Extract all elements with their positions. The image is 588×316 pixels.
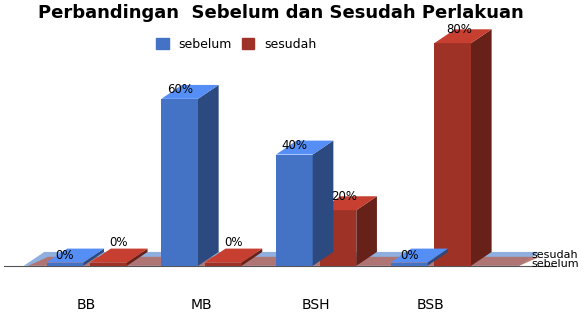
Polygon shape — [313, 141, 333, 266]
Bar — [435, 43, 471, 266]
Polygon shape — [320, 196, 377, 210]
Text: 80%: 80% — [446, 23, 472, 36]
Bar — [46, 263, 83, 266]
Title: Perbandingan  Sebelum dan Sesudah Perlakuan: Perbandingan Sebelum dan Sesudah Perlaku… — [38, 4, 523, 22]
Text: 0%: 0% — [56, 249, 74, 262]
Bar — [276, 155, 313, 266]
Polygon shape — [28, 257, 540, 266]
Bar — [161, 99, 198, 266]
Polygon shape — [46, 249, 104, 263]
Polygon shape — [427, 249, 448, 266]
Text: 0%: 0% — [109, 236, 128, 249]
Text: 0%: 0% — [224, 236, 243, 249]
Text: 40%: 40% — [281, 139, 308, 152]
Bar — [90, 263, 127, 266]
Polygon shape — [83, 249, 104, 266]
Text: 20%: 20% — [331, 190, 357, 203]
Text: sesudah: sesudah — [532, 250, 579, 260]
Polygon shape — [161, 85, 219, 99]
Bar — [390, 263, 427, 266]
Polygon shape — [198, 85, 219, 266]
Polygon shape — [471, 29, 492, 266]
Polygon shape — [90, 249, 148, 263]
Polygon shape — [390, 249, 448, 263]
Polygon shape — [356, 196, 377, 266]
Polygon shape — [276, 141, 333, 155]
Polygon shape — [205, 249, 262, 263]
Text: sebelum: sebelum — [532, 259, 579, 270]
Polygon shape — [24, 252, 540, 266]
Text: 60%: 60% — [166, 83, 193, 96]
Bar — [320, 210, 356, 266]
Bar — [205, 263, 242, 266]
Legend: sebelum, sesudah: sebelum, sesudah — [151, 33, 322, 56]
Polygon shape — [242, 249, 262, 266]
Polygon shape — [435, 29, 492, 43]
Text: 0%: 0% — [400, 249, 418, 262]
Polygon shape — [127, 249, 148, 266]
